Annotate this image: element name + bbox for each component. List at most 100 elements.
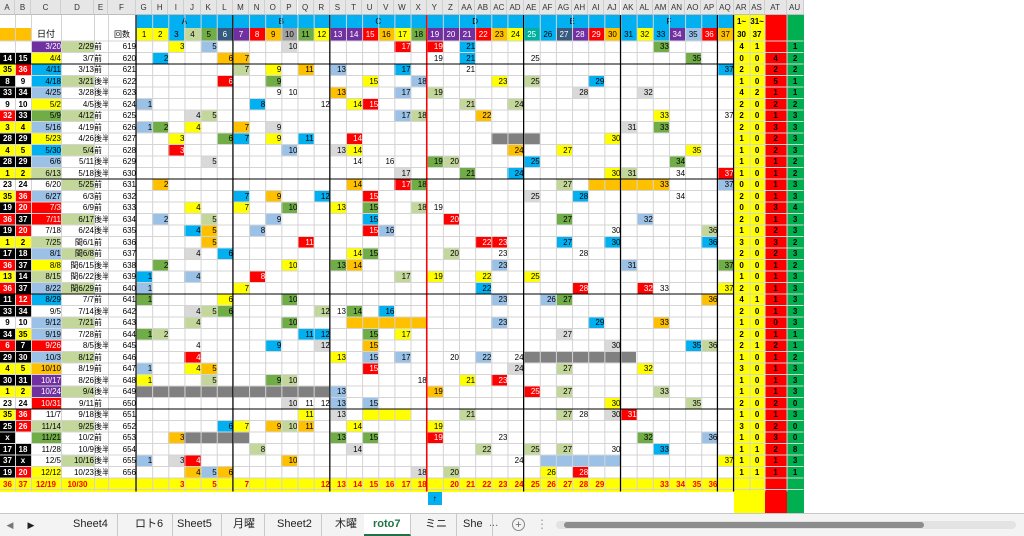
drawn-number: 7 — [232, 52, 250, 64]
column-header[interactable]: E — [94, 0, 108, 15]
column-header[interactable]: J — [184, 0, 201, 15]
column-header[interactable]: L — [216, 0, 233, 15]
drawn-number: 22 — [475, 271, 492, 283]
sheet-tab[interactable]: 月曜 — [224, 514, 265, 536]
drawn-number: 21 — [459, 41, 476, 53]
column-header[interactable]: AA — [459, 0, 476, 15]
count-low: 0 — [733, 52, 750, 64]
column-header[interactable]: AH — [572, 0, 589, 15]
drawn-number: 27 — [555, 386, 573, 398]
sheet-tab[interactable]: ミニ — [416, 514, 457, 536]
column-header[interactable]: AE — [523, 0, 540, 15]
round-cell: 633 — [122, 203, 136, 212]
column-header[interactable]: S — [329, 0, 346, 15]
col-b-value: 18 — [15, 248, 31, 260]
round-cell: 654 — [122, 444, 136, 454]
scroll-tabs-right-icon[interactable]: ▶ — [27, 520, 35, 530]
column-header[interactable]: B — [15, 0, 31, 15]
lunar-date-cell: 閏6/1 — [61, 236, 94, 248]
column-header[interactable]: AU — [786, 0, 804, 15]
sheet-tab[interactable]: 木曜 — [326, 514, 367, 536]
bottom-number: 23 — [491, 478, 508, 492]
count-low: 3 — [733, 236, 750, 248]
column-header[interactable]: Y — [426, 0, 443, 15]
column-header[interactable]: AM — [652, 0, 669, 15]
count-red: 1 — [764, 294, 787, 306]
column-header[interactable]: AT — [764, 0, 787, 15]
column-header[interactable]: AN — [668, 0, 686, 15]
drawn-number: 6 — [216, 420, 233, 432]
horizontal-scrollbar-thumb[interactable] — [564, 522, 924, 528]
column-header[interactable]: I — [168, 0, 185, 15]
bottom-number: 15 — [362, 478, 379, 492]
column-header[interactable]: C — [31, 0, 61, 15]
drawn-number: 6 — [216, 75, 233, 87]
column-header[interactable]: AG — [555, 0, 573, 15]
more-tabs-ellipsis[interactable]: ... — [489, 517, 499, 529]
drawn-number: 19 — [426, 271, 443, 283]
column-header[interactable]: AR — [733, 0, 750, 15]
lunar-date-cell: 9/4 — [61, 386, 94, 398]
number-header: 23 — [491, 28, 508, 41]
column-header[interactable]: AF — [539, 0, 556, 15]
sheet-tab[interactable]: Sheet2 — [268, 514, 322, 536]
count-high: 0 — [749, 213, 765, 225]
tab-splitter-handle[interactable]: ⋮ — [536, 517, 548, 531]
column-header[interactable]: D — [61, 0, 94, 15]
drawn-number: 36 — [701, 340, 718, 352]
column-header[interactable]: R — [313, 0, 330, 15]
column-header[interactable]: X — [410, 0, 427, 15]
column-header[interactable]: O — [265, 0, 282, 15]
column-header[interactable]: F — [108, 0, 136, 15]
column-header[interactable]: AP — [701, 0, 718, 15]
drawn-number: 5 — [200, 213, 217, 225]
column-header[interactable]: A — [0, 0, 15, 15]
drawn-number: 31 — [620, 167, 637, 179]
column-header[interactable]: T — [345, 0, 363, 15]
drawn-number: 8 — [249, 271, 266, 283]
column-header[interactable]: W — [394, 0, 411, 15]
column-header[interactable]: K — [200, 0, 217, 15]
drawn-number: 36 — [701, 432, 718, 444]
column-header[interactable]: AC — [491, 0, 508, 15]
count-green: 2 — [786, 167, 804, 179]
column-header[interactable]: P — [281, 0, 298, 15]
column-header[interactable]: AQ — [717, 0, 734, 15]
spreadsheet-grid[interactable]: A B C D E F G H I J K L M N O P Q R S T U V W X Y Z AA AB AC AD AE AF AG… — [0, 0, 1024, 513]
column-header[interactable]: AB — [475, 0, 492, 15]
horizontal-scrollbar[interactable] — [556, 521, 1016, 529]
column-header[interactable]: AL — [636, 0, 653, 15]
sheet-tab[interactable]: roto7 — [364, 514, 411, 536]
count-high: 1 — [749, 443, 765, 455]
drawn-number: 19 — [426, 202, 443, 214]
add-sheet-icon[interactable]: + — [512, 518, 525, 531]
drawn-number: 24 — [507, 363, 524, 375]
column-header[interactable]: AD — [507, 0, 524, 15]
bottom-number: 3 — [168, 478, 185, 492]
column-header[interactable]: U — [362, 0, 379, 15]
sheet-tab[interactable]: Sheet5 — [168, 514, 222, 536]
sheet-tab[interactable]: ロト6 — [126, 514, 174, 536]
column-header[interactable]: AK — [620, 0, 637, 15]
scroll-tabs-left-icon[interactable]: ◀ — [6, 520, 14, 530]
sheet-tab[interactable]: She — [454, 514, 493, 536]
column-header[interactable]: AJ — [604, 0, 621, 15]
round-cell: 624 — [122, 99, 136, 109]
column-header[interactable]: AS — [749, 0, 765, 15]
column-header[interactable]: Q — [297, 0, 314, 15]
col-b-value — [15, 432, 31, 444]
lunar-date-cell: 9/25 — [61, 420, 94, 432]
sheet-tab[interactable]: Sheet4 — [64, 514, 118, 536]
column-header[interactable]: AI — [588, 0, 605, 15]
column-header[interactable]: N — [249, 0, 266, 15]
col-b-value: 2 — [15, 386, 31, 398]
column-header[interactable]: G — [136, 0, 153, 15]
column-header[interactable]: H — [152, 0, 169, 15]
count-red: 2 — [764, 133, 787, 145]
round-cell: 641 — [122, 295, 136, 304]
number-header: 1 — [136, 28, 153, 41]
column-header[interactable]: Z — [442, 0, 459, 15]
column-header[interactable]: V — [378, 0, 395, 15]
column-header[interactable]: AO — [685, 0, 702, 15]
column-header[interactable]: M — [232, 0, 250, 15]
